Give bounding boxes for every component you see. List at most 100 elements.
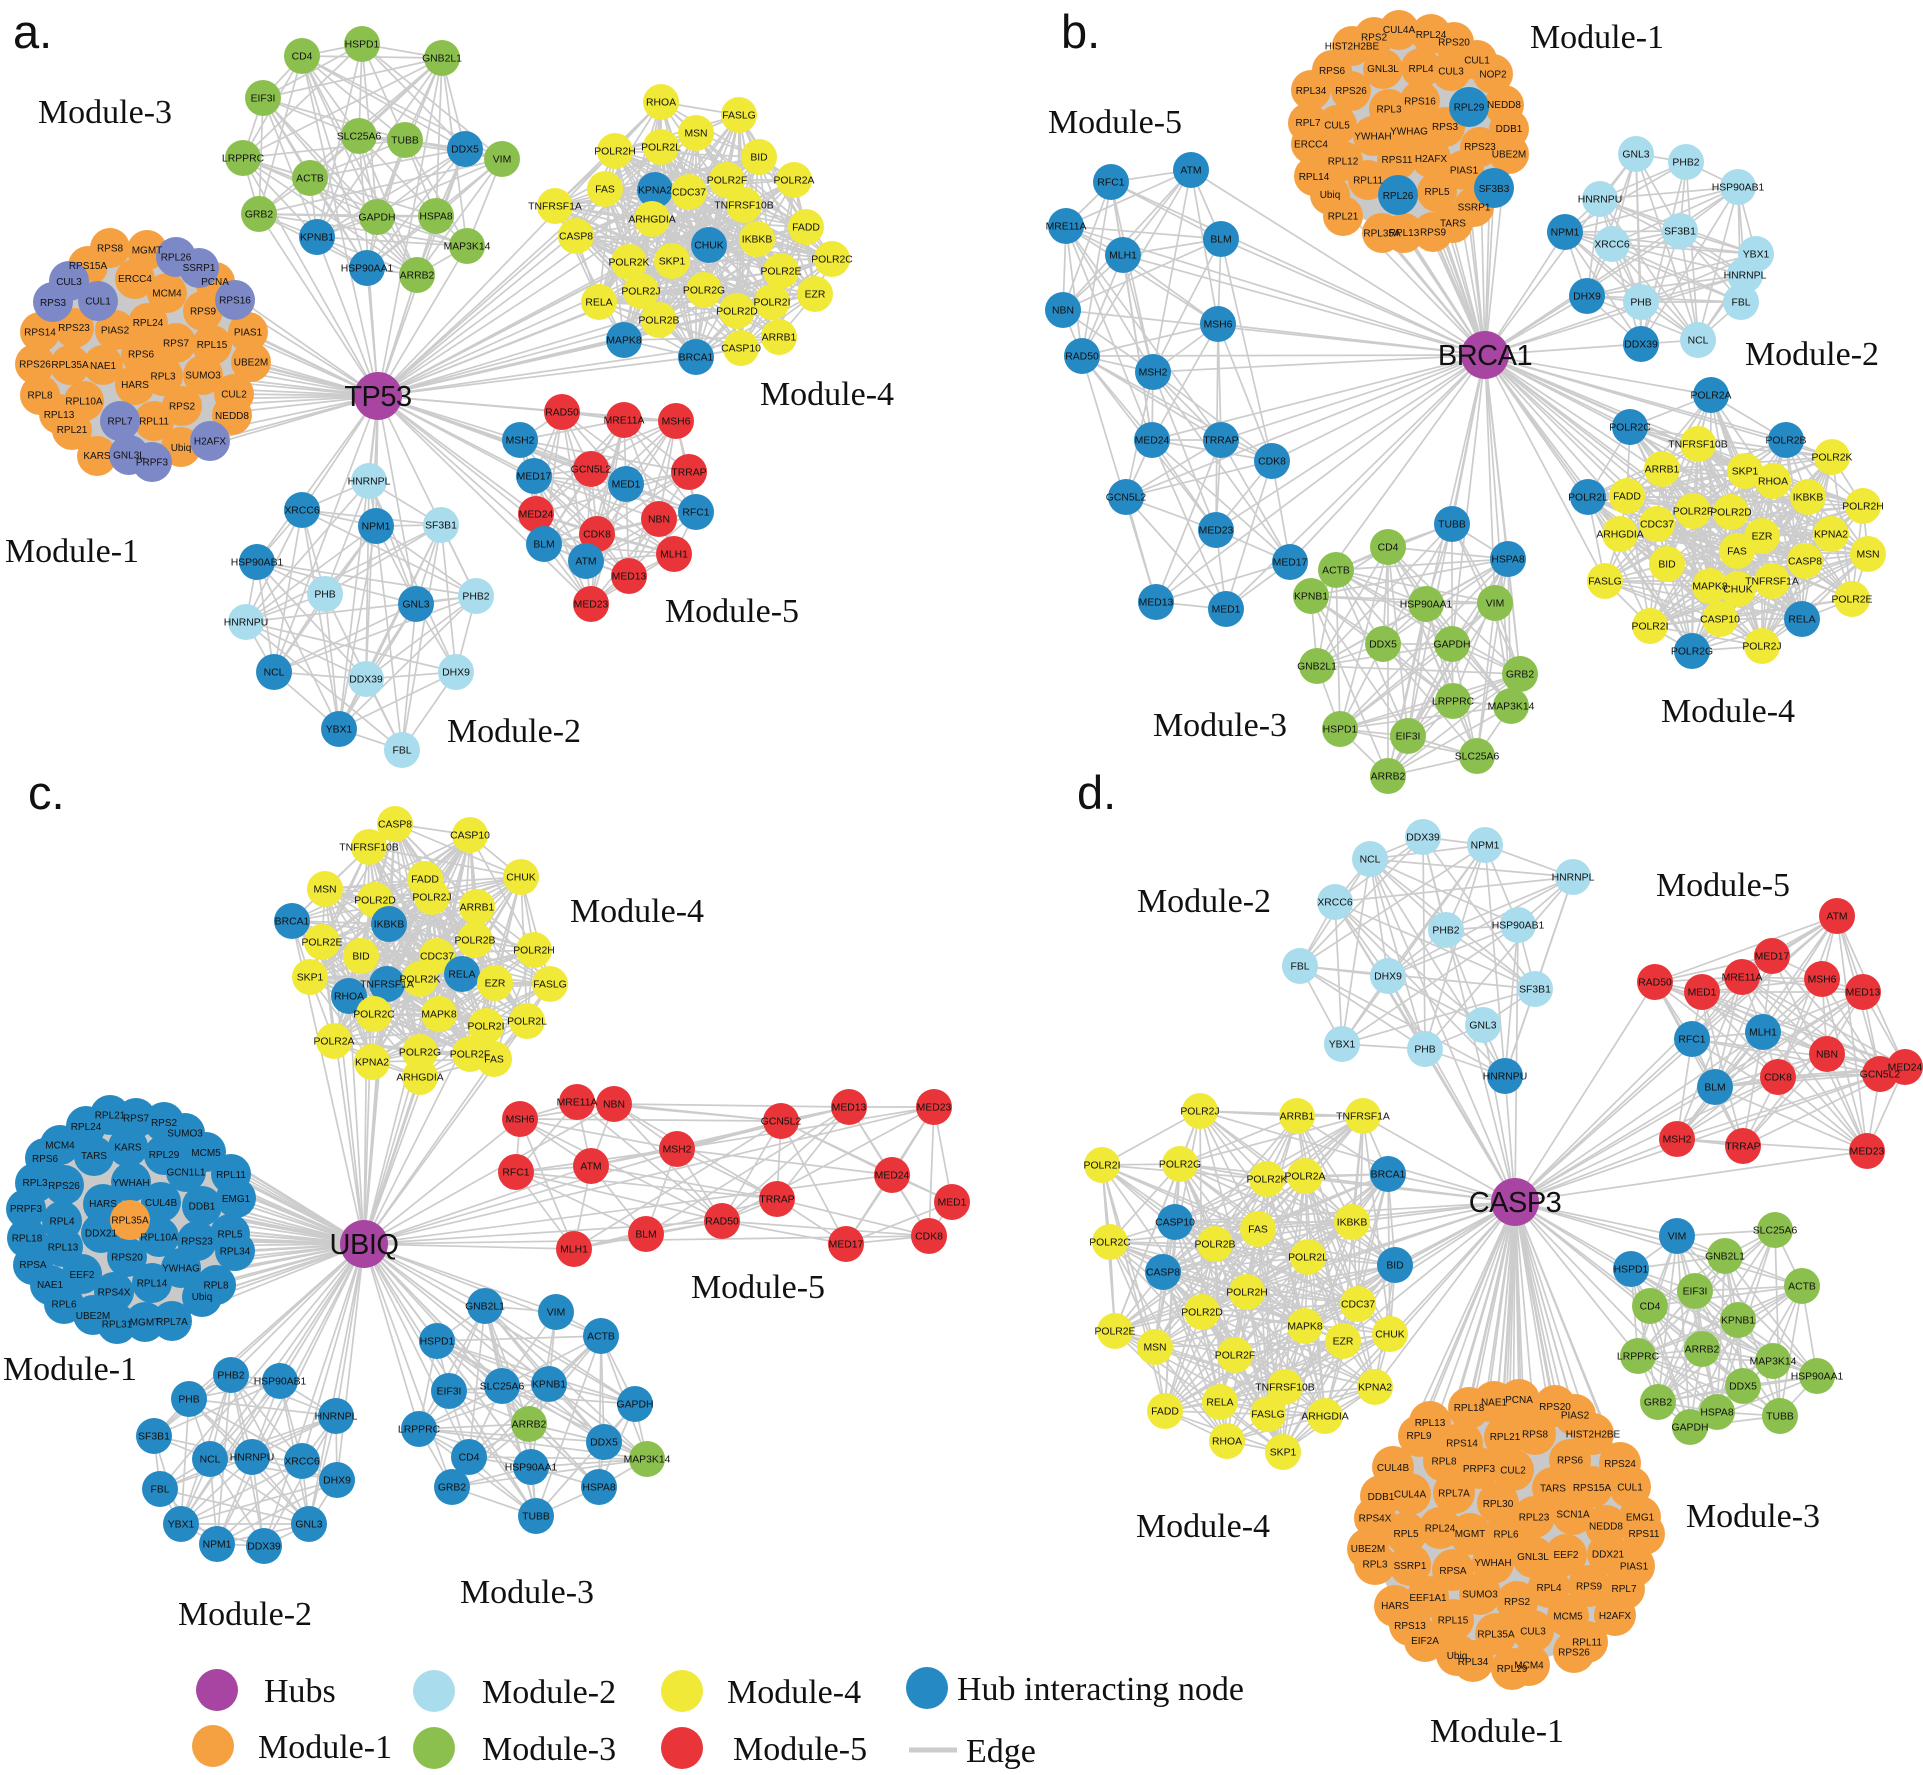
svg-text:RPS4X: RPS4X: [98, 1287, 131, 1298]
svg-text:PRPF3: PRPF3: [136, 458, 169, 469]
svg-text:BRCA1: BRCA1: [275, 917, 310, 928]
svg-text:RPS13: RPS13: [1394, 1621, 1426, 1632]
svg-text:DDX39: DDX39: [247, 1542, 281, 1553]
svg-text:EMG1: EMG1: [222, 1194, 251, 1205]
svg-text:GCN1L1: GCN1L1: [167, 1167, 206, 1178]
svg-text:YBX1: YBX1: [168, 1520, 195, 1531]
svg-text:RPL6: RPL6: [1493, 1530, 1518, 1541]
svg-text:EEF2: EEF2: [69, 1270, 94, 1281]
svg-text:DDX21: DDX21: [85, 1229, 118, 1240]
svg-text:RPS15A: RPS15A: [69, 261, 108, 272]
svg-text:FBL: FBL: [1731, 298, 1750, 309]
svg-text:ARRB1: ARRB1: [460, 903, 495, 914]
svg-text:RPS7: RPS7: [163, 339, 190, 350]
svg-text:UBE2M: UBE2M: [76, 1311, 110, 1322]
svg-text:TARS: TARS: [81, 1151, 107, 1162]
svg-text:NBN: NBN: [648, 515, 670, 526]
svg-text:RELA: RELA: [1788, 615, 1815, 626]
svg-text:RPS6: RPS6: [128, 350, 155, 361]
svg-text:RPS23: RPS23: [58, 323, 90, 334]
svg-text:GNL3: GNL3: [1469, 1021, 1496, 1032]
svg-text:RPL8: RPL8: [1431, 1456, 1456, 1467]
svg-text:RPS9: RPS9: [1420, 228, 1447, 239]
svg-text:MLH1: MLH1: [560, 1245, 588, 1256]
svg-text:POLR2B: POLR2B: [1194, 1240, 1235, 1251]
svg-text:CDK8: CDK8: [583, 530, 611, 541]
svg-text:NAE1: NAE1: [90, 361, 117, 372]
svg-text:MCM4: MCM4: [45, 1140, 75, 1151]
svg-text:SF3B1: SF3B1: [425, 521, 457, 532]
svg-text:MGMT: MGMT: [130, 1318, 161, 1329]
svg-text:POLR2D: POLR2D: [716, 307, 758, 318]
svg-text:ARRB2: ARRB2: [400, 271, 435, 282]
svg-text:SF3B1: SF3B1: [1664, 227, 1696, 238]
svg-text:PIAS1: PIAS1: [234, 328, 263, 339]
svg-text:MSH6: MSH6: [1204, 320, 1233, 331]
svg-text:TRRAP: TRRAP: [759, 1195, 794, 1206]
svg-text:POLR2D: POLR2D: [1181, 1308, 1223, 1319]
svg-text:NBN: NBN: [1052, 306, 1074, 317]
svg-text:CASP8: CASP8: [1146, 1268, 1180, 1279]
svg-text:PHB: PHB: [1630, 298, 1651, 309]
svg-text:YBX1: YBX1: [1329, 1040, 1356, 1051]
svg-text:POLR2E: POLR2E: [1831, 595, 1872, 606]
svg-text:SCN1A: SCN1A: [1556, 1509, 1590, 1520]
svg-text:CASP8: CASP8: [1788, 557, 1822, 568]
svg-text:GCN5L2: GCN5L2: [1860, 1070, 1901, 1081]
svg-text:Module-3: Module-3: [460, 1574, 594, 1611]
svg-text:POLR2J: POLR2J: [1742, 642, 1781, 653]
svg-text:RPS20: RPS20: [111, 1253, 143, 1264]
svg-text:POLR2F: POLR2F: [707, 176, 747, 187]
svg-text:RHOA: RHOA: [334, 992, 364, 1003]
svg-text:PHB2: PHB2: [1432, 926, 1459, 937]
svg-text:ARHGDIA: ARHGDIA: [628, 215, 675, 226]
svg-text:DDX39: DDX39: [349, 675, 383, 686]
svg-text:KPNA2: KPNA2: [355, 1058, 389, 1069]
svg-text:RPL10A: RPL10A: [65, 396, 103, 407]
svg-text:POLR2G: POLR2G: [399, 1048, 441, 1059]
svg-text:HSPD1: HSPD1: [345, 40, 380, 51]
svg-text:ACTB: ACTB: [1322, 566, 1350, 577]
svg-text:PIAS1: PIAS1: [1450, 166, 1479, 177]
svg-text:CASP8: CASP8: [559, 232, 593, 243]
svg-text:EIF2A: EIF2A: [1411, 1636, 1439, 1647]
svg-text:POLR2A: POLR2A: [1284, 1172, 1325, 1183]
svg-text:POLR2H: POLR2H: [594, 147, 636, 158]
svg-text:RPL11: RPL11: [1353, 176, 1383, 187]
svg-text:GNL3L: GNL3L: [1517, 1552, 1549, 1563]
svg-text:RPL21: RPL21: [95, 1110, 126, 1121]
svg-text:HARS: HARS: [121, 380, 149, 391]
svg-text:RPS23: RPS23: [181, 1236, 213, 1247]
svg-text:Module-5: Module-5: [691, 1269, 825, 1306]
svg-text:RPL5: RPL5: [217, 1229, 242, 1240]
svg-text:FAS: FAS: [1727, 547, 1747, 558]
svg-text:TNFRSF10B: TNFRSF10B: [714, 201, 774, 212]
svg-text:ARHGDIA: ARHGDIA: [1301, 1412, 1348, 1423]
svg-text:POLR2F: POLR2F: [450, 1050, 490, 1061]
svg-text:GCN5L2: GCN5L2: [1106, 493, 1147, 504]
svg-text:POLR2E: POLR2E: [1094, 1327, 1135, 1338]
svg-text:DDX5: DDX5: [451, 145, 479, 156]
svg-text:MLH1: MLH1: [1749, 1028, 1777, 1039]
svg-text:Module-4: Module-4: [727, 1674, 861, 1711]
svg-text:RPL29: RPL29: [1497, 1664, 1528, 1675]
svg-text:GNL3: GNL3: [402, 600, 429, 611]
svg-text:SF3B1: SF3B1: [1519, 985, 1551, 996]
svg-text:MAPK8: MAPK8: [1287, 1322, 1322, 1333]
svg-text:LRPPRC: LRPPRC: [1617, 1352, 1660, 1363]
svg-text:HSP90AB1: HSP90AB1: [1492, 921, 1545, 932]
svg-text:MED23: MED23: [1850, 1147, 1885, 1158]
svg-text:MAPK8: MAPK8: [606, 336, 641, 347]
svg-text:HSPD1: HSPD1: [420, 1337, 455, 1348]
svg-text:RPS2: RPS2: [1361, 33, 1388, 44]
svg-text:GNL3: GNL3: [295, 1520, 322, 1531]
svg-text:RPL13: RPL13: [48, 1242, 79, 1253]
svg-text:RPS6: RPS6: [1557, 1456, 1584, 1467]
svg-text:POLR2D: POLR2D: [354, 896, 396, 907]
svg-text:HSP90AA1: HSP90AA1: [505, 1463, 558, 1474]
svg-text:VIM: VIM: [1668, 1232, 1686, 1243]
svg-text:d.: d.: [1077, 766, 1116, 819]
svg-text:CUL4A: CUL4A: [1383, 25, 1416, 36]
svg-text:RAD50: RAD50: [705, 1217, 739, 1228]
svg-text:Module-2: Module-2: [482, 1674, 616, 1711]
